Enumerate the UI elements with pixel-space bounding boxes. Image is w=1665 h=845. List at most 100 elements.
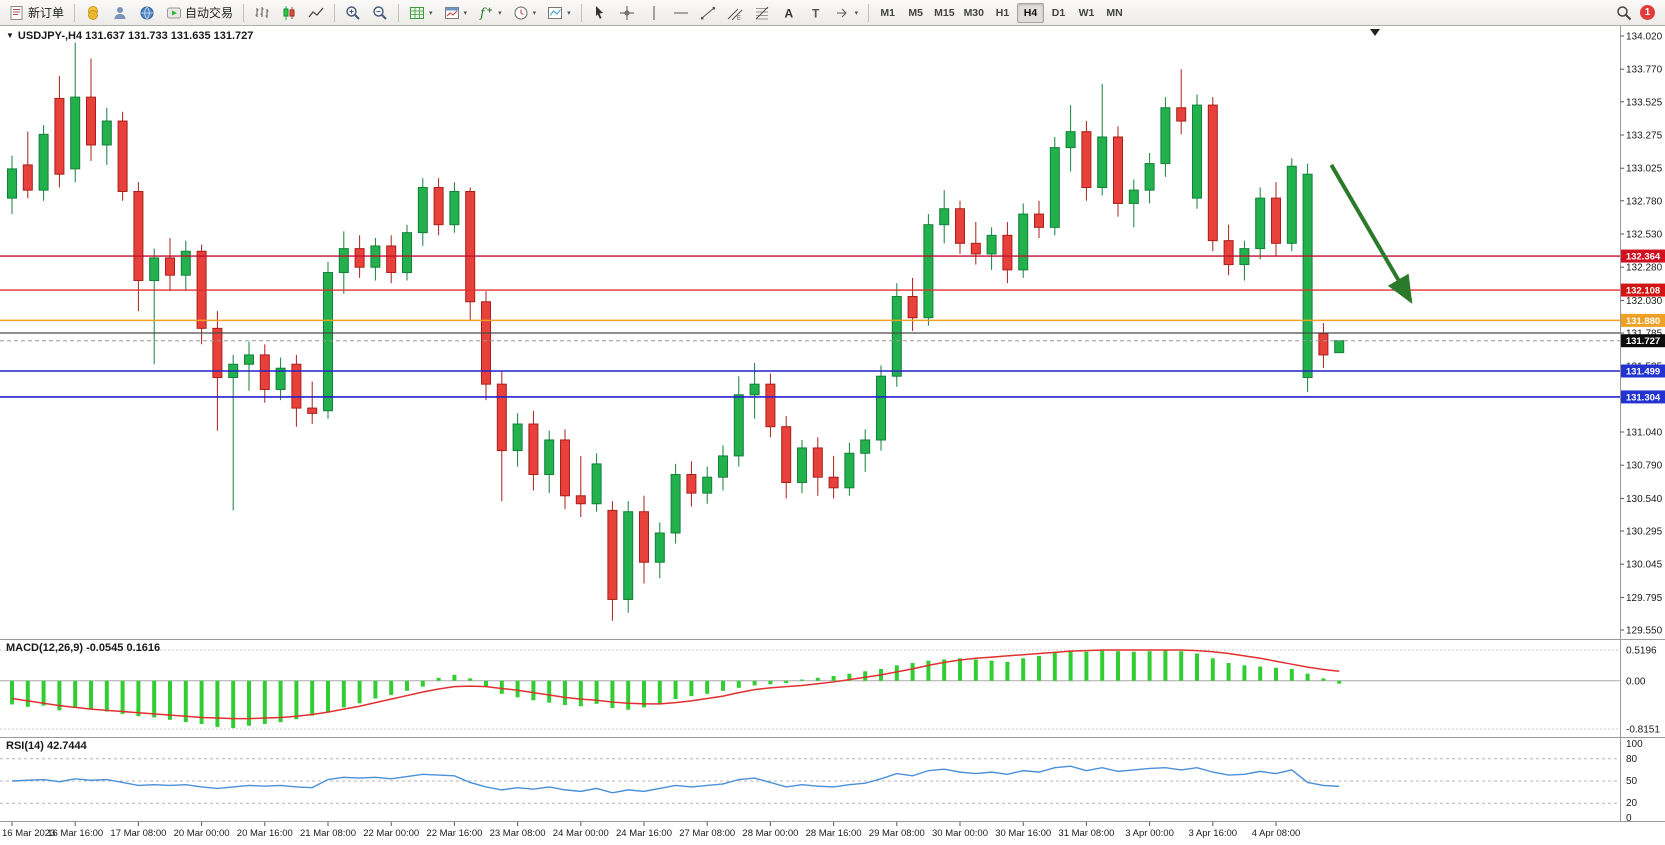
separator — [243, 3, 245, 22]
svg-text:31 Mar 08:00: 31 Mar 08:00 — [1058, 828, 1114, 839]
timeframe-m5-button[interactable]: M5 — [902, 3, 929, 23]
person-icon — [114, 6, 126, 19]
globe-icon — [140, 6, 154, 19]
svg-text:130.045: 130.045 — [1626, 560, 1663, 571]
channel-button[interactable]: E — [722, 2, 748, 24]
macd-name: MACD(12,26,9) — [6, 642, 84, 654]
svg-text:+: + — [487, 5, 492, 15]
shapes-button[interactable]: ▾ — [830, 2, 864, 24]
timeframe-h4-button[interactable]: H4 — [1017, 2, 1044, 23]
indicators-button[interactable]: f + ▾ — [473, 2, 507, 24]
cursor-button[interactable] — [587, 2, 613, 24]
bid-price-tag — [1621, 334, 1665, 348]
terminal-button[interactable] — [134, 2, 160, 24]
horizontal-line-icon — [673, 12, 688, 13]
notification-badge[interactable]: 1 — [1640, 5, 1655, 20]
periods-button[interactable]: ▾ — [508, 2, 542, 24]
macd-axis[interactable]: 0.5196 0.00 -0.8151 — [1626, 646, 1660, 736]
zoom-out-button[interactable] — [367, 2, 393, 24]
fibonacci-button[interactable] — [749, 2, 775, 24]
zoom-in-button[interactable] — [340, 2, 366, 24]
svg-text:4 Apr 08:00: 4 Apr 08:00 — [1252, 828, 1301, 839]
macd-histogram — [10, 650, 1342, 729]
svg-text:0: 0 — [1626, 813, 1632, 824]
collapse-arrow-icon[interactable]: ▼ — [6, 31, 14, 40]
indicator-f-plus-icon: f + — [479, 5, 492, 21]
svg-text:24 Mar 00:00: 24 Mar 00:00 — [553, 828, 609, 839]
svg-text:132.030: 132.030 — [1626, 296, 1663, 307]
svg-text:132.280: 132.280 — [1626, 263, 1663, 274]
trend-arrow[interactable] — [1329, 163, 1413, 304]
candlestick-chart-button[interactable] — [276, 2, 302, 24]
svg-text:22 Mar 00:00: 22 Mar 00:00 — [363, 828, 419, 839]
trendline-icon — [700, 6, 715, 19]
navigator-button[interactable] — [107, 2, 133, 24]
svg-text:132.364: 132.364 — [1626, 252, 1661, 263]
grid-icon — [410, 6, 425, 19]
crosshair-button[interactable] — [614, 2, 640, 24]
timeframe-w1-button[interactable]: W1 — [1073, 3, 1100, 23]
macd-value-signal: 0.1616 — [126, 642, 161, 654]
price-axis[interactable]: 134.020 133.770 133.525 133.275 133.025 132.7… — [1620, 32, 1663, 637]
svg-text:-0.8151: -0.8151 — [1626, 725, 1660, 736]
candles — [7, 42, 1345, 621]
svg-text:129.795: 129.795 — [1626, 593, 1663, 604]
rsi-axis[interactable]: 100 80 50 20 0 — [1626, 739, 1643, 824]
market-watch-button[interactable] — [80, 2, 106, 24]
svg-text:28 Mar 16:00: 28 Mar 16:00 — [806, 828, 862, 839]
timeframe-m30-button[interactable]: M30 — [960, 3, 988, 23]
search-button[interactable] — [1611, 2, 1637, 24]
auto-trading-button[interactable]: 自动交易 — [161, 2, 238, 24]
svg-text:0.00: 0.00 — [1626, 676, 1646, 687]
trendline-button[interactable] — [695, 2, 721, 24]
svg-text:16 Mar 2023: 16 Mar 2023 — [2, 828, 55, 839]
bar-chart-button[interactable] — [249, 2, 275, 24]
chevron-down-icon: ▾ — [463, 9, 468, 17]
svg-text:132.780: 132.780 — [1626, 196, 1663, 207]
horizontal-line-button[interactable] — [668, 2, 694, 24]
rsi-value: 42.7444 — [46, 740, 87, 752]
text-button[interactable]: A — [776, 2, 802, 24]
svg-text:16 Mar 16:00: 16 Mar 16:00 — [47, 828, 103, 839]
horizontal-lines[interactable]: 132.364 132.108 131.880 131.499 131.304 — [0, 249, 1665, 404]
svg-text:f: f — [479, 6, 487, 21]
crosshair-icon — [619, 5, 634, 20]
timeframe-mn-button[interactable]: MN — [1101, 3, 1128, 23]
svg-text:23 Mar 08:00: 23 Mar 08:00 — [490, 828, 546, 839]
svg-text:20 Mar 00:00: 20 Mar 00:00 — [174, 828, 230, 839]
new-chart-button[interactable]: ▾ — [404, 2, 438, 24]
svg-text:130.295: 130.295 — [1626, 527, 1663, 538]
svg-text:20 Mar 16:00: 20 Mar 16:00 — [237, 828, 293, 839]
toolbar: 新订单 自动交易 ▾ ▾ f + ▾ ▾ — [0, 0, 1665, 26]
svg-text:30 Mar 00:00: 30 Mar 00:00 — [932, 828, 988, 839]
new-order-button[interactable]: 新订单 — [4, 2, 69, 24]
line-chart-button[interactable] — [303, 2, 329, 24]
profiles-button[interactable]: ▾ — [439, 2, 473, 24]
svg-text:133.025: 133.025 — [1626, 164, 1663, 175]
timeframe-m15-button[interactable]: M15 — [930, 3, 958, 23]
rsi-label: RSI(14) 42.7444 — [6, 740, 87, 752]
svg-text:133.275: 133.275 — [1626, 131, 1663, 142]
timeframe-m1-button[interactable]: M1 — [874, 3, 901, 23]
vertical-line-button[interactable] — [641, 2, 667, 24]
text-label-button[interactable]: T — [803, 2, 829, 24]
auto-trading-icon — [167, 7, 182, 18]
svg-text:27 Mar 08:00: 27 Mar 08:00 — [679, 828, 735, 839]
svg-text:130.790: 130.790 — [1626, 461, 1663, 472]
svg-text:80: 80 — [1626, 754, 1638, 765]
svg-text:134.020: 134.020 — [1626, 32, 1663, 43]
chevron-down-icon: ▾ — [854, 9, 859, 17]
templates-button[interactable]: ▾ — [542, 2, 576, 24]
svg-text:132.530: 132.530 — [1626, 230, 1663, 241]
chart-shift-marker[interactable] — [1370, 29, 1380, 36]
chevron-down-icon: ▾ — [532, 9, 537, 17]
timeframe-d1-button[interactable]: D1 — [1045, 3, 1072, 23]
timeframe-h1-button[interactable]: H1 — [989, 3, 1016, 23]
chevron-down-icon: ▾ — [429, 9, 433, 17]
svg-text:3 Apr 00:00: 3 Apr 00:00 — [1125, 828, 1174, 839]
svg-text:22 Mar 16:00: 22 Mar 16:00 — [426, 828, 482, 839]
channel-icon: E — [727, 8, 742, 21]
template-icon — [548, 6, 563, 19]
